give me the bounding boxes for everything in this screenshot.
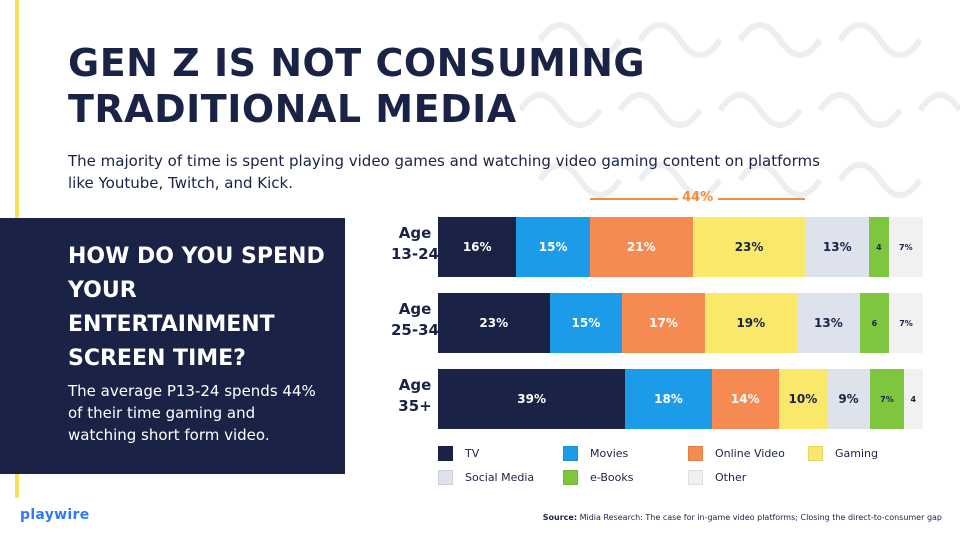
bar-segment-other: 7% <box>889 293 923 353</box>
highlight-annotation: 44% <box>438 189 923 209</box>
data-label: 14% <box>730 392 760 406</box>
legend-item: Gaming <box>808 446 878 461</box>
bar-segment-social-media: 13% <box>805 217 870 277</box>
bar-segment-e-books: 7% <box>870 369 904 429</box>
bar-segment-movies: 15% <box>516 217 590 277</box>
legend-item: Other <box>688 470 746 485</box>
panel-body: The average P13-24 spends 44% of their t… <box>68 382 316 444</box>
legend-swatch <box>808 446 823 461</box>
bar-segment-tv: 23% <box>438 293 550 353</box>
bar-segment-tv: 16% <box>438 217 517 277</box>
panel-question: HOW DO YOU SPEND YOUR ENTERTAINMENT SCRE… <box>68 244 325 371</box>
data-label: 10% <box>788 392 818 406</box>
legend-item: Online Video <box>688 446 785 461</box>
bar-segment-online-video: 21% <box>589 217 693 277</box>
y-axis-label-line: Age <box>398 300 432 318</box>
data-label: 6 <box>871 318 878 328</box>
stacked-bar-chart: 44% 16% 15% 21% 23% 13% 4 7% 23% 15% 17% 19% 13% 6 7%… <box>360 180 960 500</box>
legend-label: e-Books <box>590 471 634 484</box>
bar-segment-social-media: 13% <box>796 293 860 353</box>
title-line-1: GEN Z IS NOT CONSUMING <box>68 41 646 85</box>
highlight-line-right <box>717 198 806 200</box>
data-label: 18% <box>654 392 683 406</box>
bar-segment-other: 7% <box>888 217 923 277</box>
legend-label: Online Video <box>715 447 785 460</box>
bar-segment-movies: 15% <box>549 293 623 353</box>
bar-segment-gaming: 23% <box>692 217 806 277</box>
bar-segment-online-video: 17% <box>622 293 705 353</box>
legend-item: Movies <box>563 446 628 461</box>
legend-item: e-Books <box>563 470 633 485</box>
bar-segment-gaming: 10% <box>778 369 827 429</box>
y-axis-label: Age 35+ <box>380 375 450 417</box>
source-note: Source: Midia Research: The case for in-… <box>543 513 942 522</box>
data-label: 16% <box>462 240 492 254</box>
data-label: 4 <box>876 242 882 252</box>
data-label: 23% <box>479 316 509 330</box>
data-label: 23% <box>734 240 764 254</box>
data-label: 7% <box>899 242 913 252</box>
y-axis-label-line: 13-24 <box>391 245 439 263</box>
bar-segment-e-books: 6 <box>859 293 890 353</box>
page-title: GEN Z IS NOT CONSUMING TRADITIONAL MEDIA <box>68 40 645 132</box>
bar-segment-movies: 18% <box>625 369 712 429</box>
data-label: 15% <box>538 240 568 254</box>
legend-swatch <box>438 446 453 461</box>
data-label: 7% <box>899 318 913 328</box>
legend-label: Movies <box>590 447 629 460</box>
data-label: 13% <box>822 240 852 254</box>
y-axis-label-line: 35+ <box>398 397 432 415</box>
bar-segment-other: 4 <box>903 369 923 429</box>
data-label: 21% <box>626 240 656 254</box>
legend-item: TV <box>438 446 479 461</box>
y-axis-label: Age 25-34 <box>380 299 450 341</box>
y-axis-label: Age 13-24 <box>380 223 450 265</box>
data-label: 19% <box>736 316 766 330</box>
playwire-logo: playwire <box>20 507 90 523</box>
legend-label: TV <box>465 447 480 460</box>
data-label: 4 <box>910 394 917 404</box>
bar-segment-e-books: 4 <box>869 217 889 277</box>
legend-swatch <box>438 470 453 485</box>
bar-segment-gaming: 19% <box>704 293 797 353</box>
data-label: 15% <box>571 316 601 330</box>
source-text: Midia Research: The case for in-game vid… <box>579 513 942 522</box>
legend-swatch <box>563 446 578 461</box>
legend-label: Gaming <box>835 447 878 460</box>
highlight-label: 44% <box>682 190 714 205</box>
highlight-line-left <box>589 198 678 200</box>
bar-segment-online-video: 14% <box>711 369 779 429</box>
title-line-2: TRADITIONAL MEDIA <box>68 87 517 131</box>
background-pattern <box>520 0 960 210</box>
legend-swatch <box>688 470 703 485</box>
data-label: 17% <box>649 316 678 330</box>
bar-row: 23% 15% 17% 19% 13% 6 7% <box>438 293 923 353</box>
data-label: 39% <box>517 392 546 406</box>
question-panel: HOW DO YOU SPEND YOUR ENTERTAINMENT SCRE… <box>0 218 345 474</box>
legend-item: Social Media <box>438 470 534 485</box>
source-label: Source: <box>542 513 578 522</box>
bar-segment-tv: 39% <box>438 369 626 429</box>
y-axis-label-line: Age <box>398 376 432 394</box>
legend-swatch <box>688 446 703 461</box>
legend-swatch <box>563 470 578 485</box>
bar-row: 39% 18% 14% 10% 9% 7% 4 <box>438 369 923 429</box>
legend-label: Other <box>715 471 747 484</box>
data-label: 13% <box>814 316 843 330</box>
bar-row: 16% 15% 21% 23% 13% 4 7% <box>438 217 923 277</box>
y-axis-label-line: Age <box>398 224 432 242</box>
legend-label: Social Media <box>465 471 535 484</box>
data-label: 9% <box>838 392 859 406</box>
y-axis-label-line: 25-34 <box>391 321 439 339</box>
bar-segment-social-media: 9% <box>826 369 871 429</box>
subtitle: The majority of time is spent playing vi… <box>68 152 820 192</box>
data-label: 7% <box>880 394 894 404</box>
